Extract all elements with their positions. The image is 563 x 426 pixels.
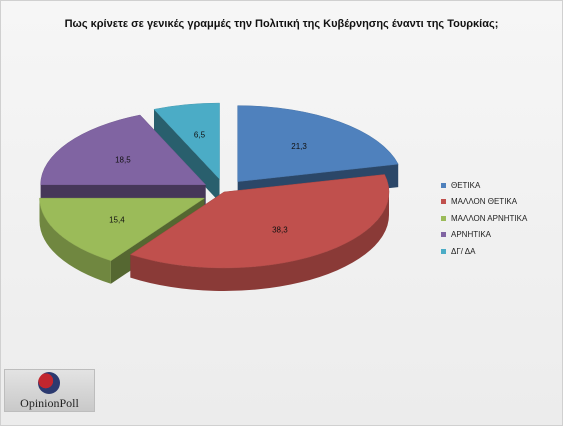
slice-value-label: 38,3 bbox=[272, 226, 288, 235]
legend-item: ΑΡΝΗΤΙΚΑ bbox=[441, 227, 527, 244]
logo-mark-icon bbox=[38, 372, 60, 394]
legend-label: ΘΕΤΙΚΑ bbox=[451, 180, 481, 190]
pie-slice-tops: 21,3 38,3 15,4 18,5 6,5 bbox=[39, 102, 399, 269]
legend-swatch bbox=[441, 199, 446, 205]
legend-swatch bbox=[441, 248, 446, 254]
legend-swatch bbox=[441, 215, 446, 221]
legend-swatch bbox=[441, 232, 446, 238]
legend-item: ΘΕΤΙΚΑ bbox=[441, 177, 527, 194]
legend-label: ΜΑΛΛΟΝ ΘΕΤΙΚΑ bbox=[451, 197, 518, 207]
chart-title: Πως κρίνετε σε γενικές γραμμές την Πολιτ… bbox=[64, 18, 499, 30]
legend-label: ΑΡΝΗΤΙΚΑ bbox=[451, 230, 492, 240]
pie-slice-side bbox=[130, 192, 389, 291]
pie-slice-3 bbox=[40, 114, 207, 186]
legend-label: ΔΓ/ ΔΑ bbox=[451, 246, 476, 256]
pie-slice-0 bbox=[237, 105, 399, 182]
logo-text: OpinionPoll bbox=[20, 396, 79, 410]
slice-value-label: 6,5 bbox=[194, 130, 206, 139]
pie-slice-wall bbox=[154, 109, 220, 203]
slice-value-label: 21,3 bbox=[291, 142, 307, 151]
pie-slice-1 bbox=[129, 174, 390, 269]
pie-slice-side bbox=[39, 198, 111, 284]
slice-value-label: 15,4 bbox=[109, 215, 125, 224]
pie-slice-2 bbox=[39, 197, 206, 262]
legend-label: ΜΑΛΛΟΝ ΑΡΝΗΤΙΚΑ bbox=[451, 213, 528, 223]
legend-swatch bbox=[441, 182, 446, 188]
legend-item: ΜΑΛΛΟΝ ΑΡΝΗΤΙΚΑ bbox=[441, 210, 527, 227]
opinionpoll-logo: OpinionPoll bbox=[4, 369, 95, 412]
slice-value-label: 18,5 bbox=[115, 156, 131, 165]
legend-item: ΜΑΛΛΟΝ ΘΕΤΙΚΑ bbox=[441, 194, 527, 211]
pie-slice-4 bbox=[153, 102, 220, 180]
legend-item: ΔΓ/ ΔΑ bbox=[441, 243, 527, 260]
legend: ΘΕΤΙΚΑ ΜΑΛΛΟΝ ΘΕΤΙΚΑ ΜΑΛΛΟΝ ΑΡΝΗΤΙΚΑ ΑΡΝΗΤΙ… bbox=[441, 177, 527, 260]
